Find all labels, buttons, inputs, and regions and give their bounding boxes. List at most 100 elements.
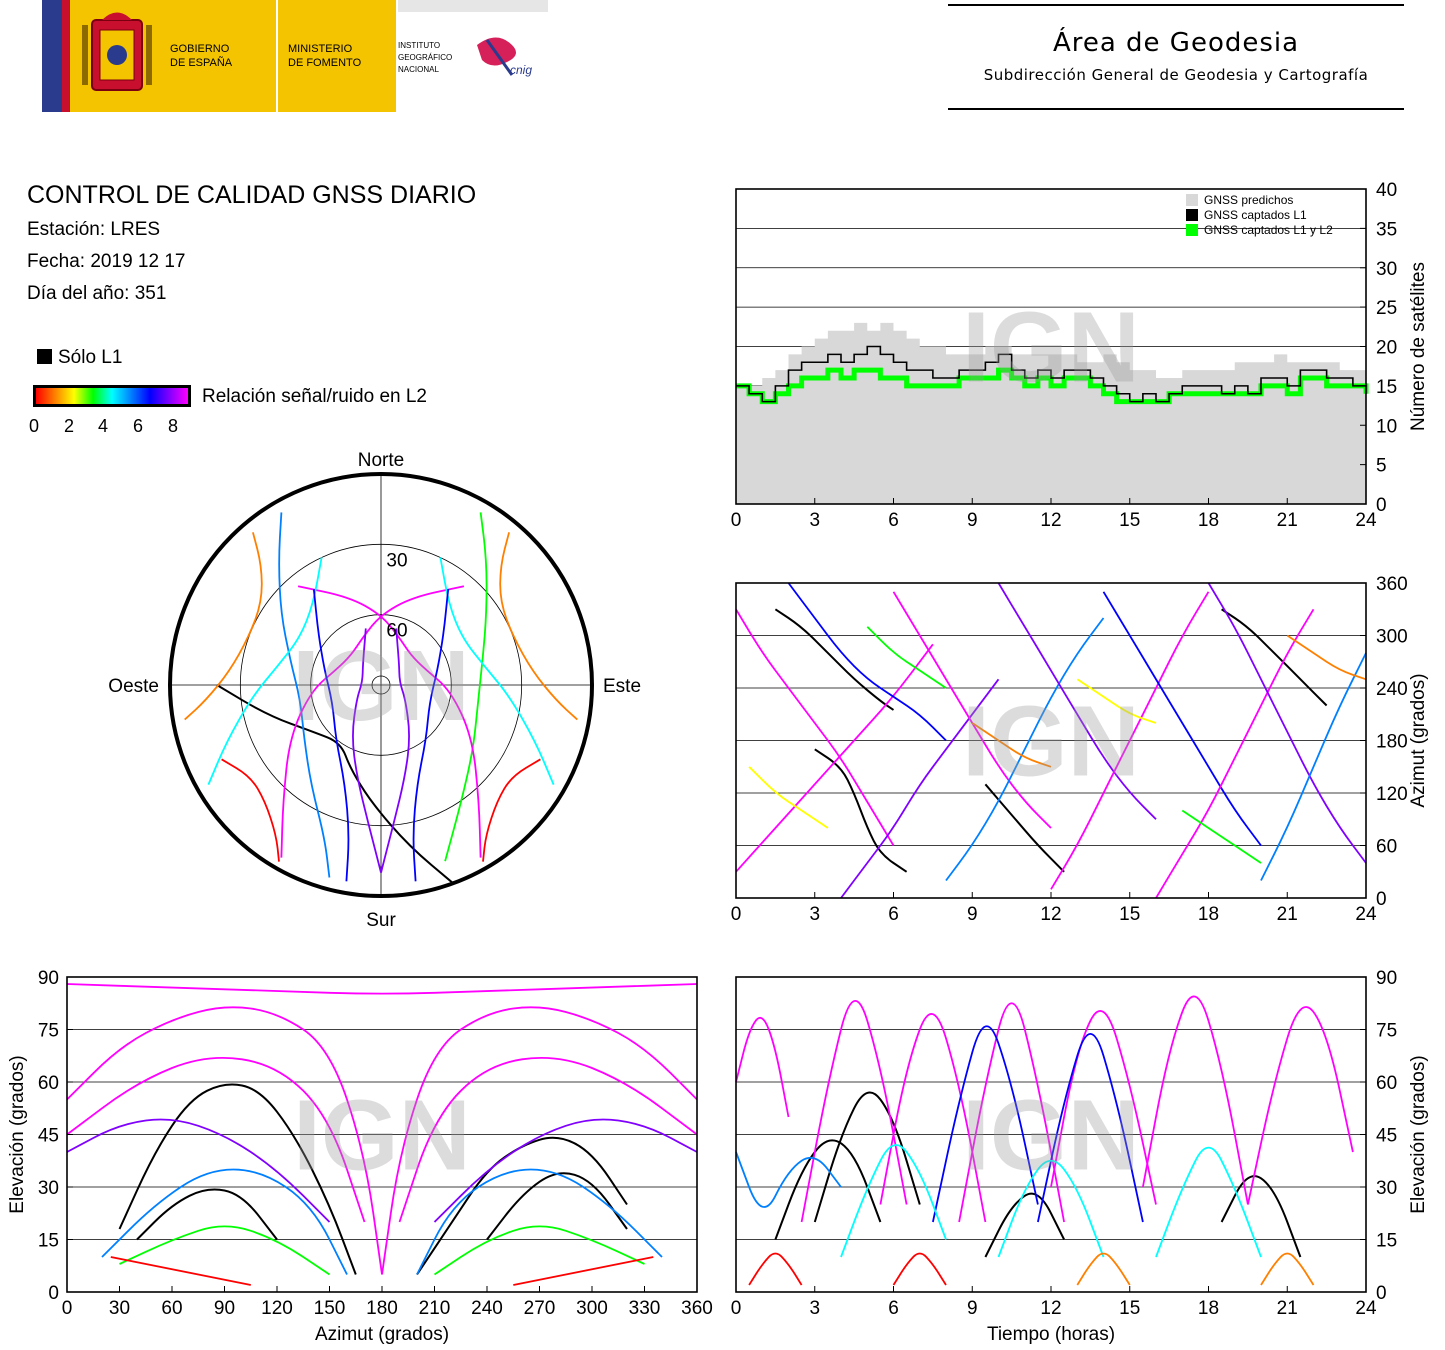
header-rule-top: [948, 4, 1404, 6]
snr-tick: 6: [133, 416, 144, 436]
x-tick-label: 270: [524, 1298, 556, 1319]
area-header: Área de Geodesia Subdirección General de…: [948, 4, 1404, 110]
y-axis-label: Número de satélites: [1408, 262, 1429, 431]
satellite-track: [66, 1118, 331, 1223]
satellite-track: [66, 1006, 383, 1275]
satellite-track: [958, 1002, 1065, 1223]
sky-track: [380, 628, 410, 873]
satellite-track: [735, 643, 934, 873]
satellite-track: [1142, 995, 1249, 1205]
satellite-track: [66, 983, 698, 995]
area-subtitle: Subdirección General de Geodesia y Carto…: [983, 66, 1369, 84]
sky-track: [297, 585, 482, 858]
satellite-track: [66, 1056, 366, 1223]
satellite-track: [892, 591, 1052, 829]
y-tick-label: 15: [1376, 377, 1397, 398]
satellite-track: [433, 1118, 698, 1223]
satellite-track: [381, 1006, 698, 1275]
sky-track: [278, 512, 331, 878]
y-tick-label: 90: [1376, 968, 1397, 989]
sky-track: [312, 588, 350, 882]
sky-track: [482, 758, 541, 862]
legend-swatch: [1186, 194, 1198, 206]
legend-swatch: [1186, 209, 1198, 221]
satellite-track: [866, 626, 947, 689]
satellite-track: [119, 1225, 330, 1276]
x-axis-label: Azimut (grados): [315, 1324, 449, 1345]
y-axis-label: Azimut (grados): [1408, 673, 1429, 807]
institutional-logos: GOBIERNO DE ESPAÑA MINISTERIO DE FOMENTO…: [42, 0, 548, 112]
satellite-track: [735, 1151, 842, 1208]
y-tick-label: 60: [1376, 1073, 1397, 1094]
satellite-track: [1247, 1006, 1354, 1205]
y-tick-label: 300: [1376, 627, 1408, 648]
y-tick-label: 45: [1376, 1126, 1397, 1147]
satellite-track: [735, 608, 895, 846]
x-tick-label: 9: [967, 1298, 978, 1319]
y-tick-label: 0: [1376, 1283, 1387, 1304]
satellite-track: [486, 1172, 628, 1241]
satellite-track: [1076, 678, 1157, 724]
legend-label: GNSS predichos: [1204, 193, 1293, 207]
horizon-ring: [168, 472, 594, 898]
sky-track: [439, 557, 555, 785]
sky-track: [216, 684, 454, 885]
doy-label: Día del año: 351: [27, 283, 167, 304]
satellite-track: [1102, 591, 1262, 847]
y-tick-label: 240: [1376, 679, 1408, 700]
watermark-text: IGN: [962, 1080, 1140, 1192]
satellite-track: [984, 1192, 1065, 1258]
satellite-track: [1155, 608, 1315, 899]
satellite-track: [840, 1144, 947, 1258]
legend-swatch: [1186, 224, 1198, 236]
min-line2: DE FOMENTO: [288, 57, 362, 69]
skyplot-chart: IGN Norte Sur Este Oeste 30 60: [108, 450, 641, 931]
west-label: Oeste: [108, 676, 159, 697]
ign-line2: GEOGRÁFICO: [398, 53, 452, 62]
sky-track: [412, 588, 450, 882]
satellite-track: [892, 1252, 947, 1286]
satellite-track: [984, 783, 1065, 873]
y-tick-label: 180: [1376, 732, 1408, 753]
x-tick-label: 3: [809, 1298, 820, 1319]
y-tick-label: 75: [38, 1021, 59, 1042]
satellite-track: [136, 1188, 278, 1241]
satellite-track: [110, 1256, 251, 1286]
cnig-text: cnig: [510, 63, 532, 77]
satellite-track: [932, 1025, 1039, 1223]
x-tick-label: 24: [1355, 904, 1377, 925]
satellite-track: [774, 608, 895, 711]
snr-color-scale: [33, 385, 191, 407]
l1-series: [736, 345, 1367, 403]
station-label: Estación: LRES: [27, 219, 161, 240]
y-tick-label: 75: [1376, 1021, 1397, 1042]
satellite-track: [1076, 1252, 1131, 1286]
header-rule-bottom: [948, 108, 1404, 110]
gob-line1: GOBIERNO: [170, 43, 230, 55]
y-tick-label: 30: [1376, 259, 1397, 280]
sky-track: [207, 557, 323, 785]
satellite-track: [1286, 634, 1367, 681]
snr-tick: 2: [64, 416, 75, 436]
elevation-azimuth-chart: IGN 0 30 60 90 120 150 180 210 240 270 300 330 360 0 15…: [7, 968, 713, 1345]
satellite-track: [879, 1013, 987, 1223]
coat-of-arms-icon: [82, 12, 152, 91]
x-tick-label: 30: [109, 1298, 130, 1319]
x-tick-label: 18: [1198, 904, 1219, 925]
x-tick-label: 0: [731, 1298, 742, 1319]
date-label: Fecha: 2019 12 17: [27, 251, 186, 272]
predicted-area: [736, 322, 1366, 504]
sky-track: [352, 628, 382, 873]
y-tick-label: 360: [1376, 574, 1408, 595]
satellite-track: [1037, 1033, 1144, 1223]
satellite-track: [748, 1252, 803, 1286]
watermark-text: IGN: [293, 1080, 471, 1192]
ign-line1: INSTITUTO: [398, 41, 440, 50]
east-label: Este: [603, 676, 641, 697]
y-tick-label: 45: [38, 1126, 59, 1147]
ring-label: 30: [386, 550, 407, 571]
x-tick-label: 6: [888, 510, 899, 531]
